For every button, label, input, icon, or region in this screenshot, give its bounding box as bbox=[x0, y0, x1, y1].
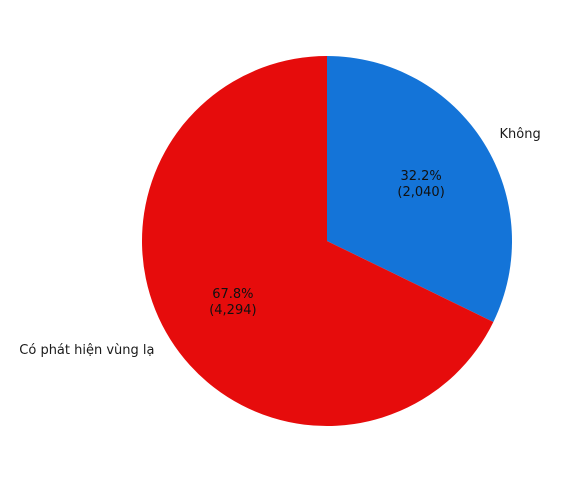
slice-label-co-phat-hien: Có phát hiện vùng lạ bbox=[19, 343, 154, 358]
slice-label-khong: Không bbox=[500, 127, 541, 142]
slice-count-khong: (2,040) bbox=[397, 185, 444, 200]
slice-count-co-phat-hien: (4,294) bbox=[209, 303, 256, 318]
slice-percent-khong: 32.2% bbox=[400, 169, 441, 184]
slice-percent-co-phat-hien: 67.8% bbox=[212, 287, 253, 302]
pie-slices bbox=[142, 56, 512, 426]
